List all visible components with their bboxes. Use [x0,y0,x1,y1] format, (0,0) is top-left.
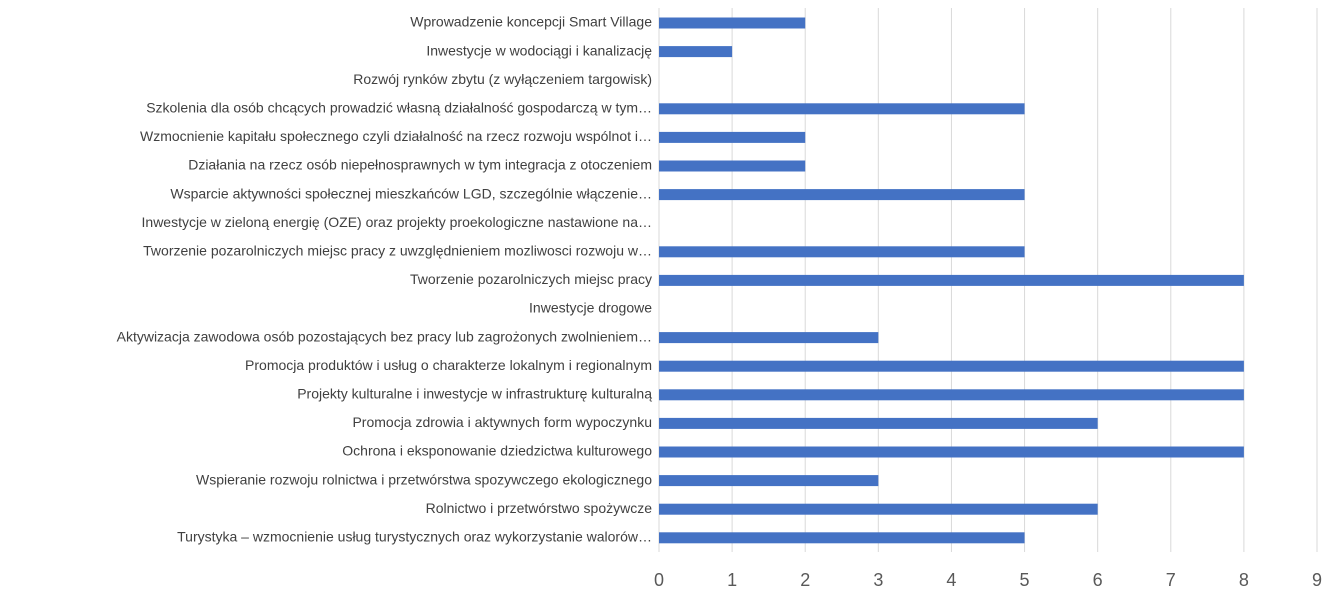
y-tick-label: Inwestycje w wodociągi i kanalizację [426,42,652,58]
y-tick-label: Wsparcie aktywności społecznej mieszkańc… [170,185,652,201]
y-tick-label: Projekty kulturalne i inwestycje w infra… [297,386,652,402]
y-tick-label: Rolnictwo i przetwórstwo spożywcze [426,500,653,516]
y-tick-label: Szkolenia dla osób chcących prowadzić wł… [146,100,652,116]
bar [659,160,806,172]
x-tick-label: 2 [800,570,810,590]
x-tick-label: 4 [946,570,956,590]
bar [659,360,1244,372]
bar [659,46,733,58]
bar [659,532,1025,544]
y-tick-label: Tworzenie pozarolniczych miejsc pracy z … [143,243,652,259]
x-tick-label: 6 [1093,570,1103,590]
bar [659,417,1098,429]
x-tick-label: 8 [1239,570,1249,590]
bar [659,17,806,29]
bar [659,246,1025,258]
y-tick-label: Promocja zdrowia i aktywnych form wypocz… [352,414,652,430]
x-tick-label: 9 [1312,570,1322,590]
bar [659,389,1244,401]
bar [659,189,1025,201]
x-tick-label: 3 [873,570,883,590]
bar [659,446,1244,458]
y-tick-label: Wspieranie rozwoju rolnictwa i przetwórs… [196,471,652,487]
y-tick-label: Aktywizacja zawodowa osób pozostających … [117,328,652,344]
bar [659,103,1025,115]
y-tick-label: Turystyka – wzmocnienie usług turystyczn… [177,529,652,545]
y-tick-label: Promocja produktów i usług o charakterze… [245,357,652,373]
y-tick-label: Inwestycje drogowe [529,300,652,316]
x-tick-label: 5 [1020,570,1030,590]
y-tick-label: Wprowadzenie koncepcji Smart Village [410,14,652,30]
bar [659,503,1098,515]
bar [659,131,806,143]
bar [659,274,1244,286]
x-tick-label: 1 [727,570,737,590]
y-tick-label: Ochrona i eksponowanie dziedzictwa kultu… [342,443,652,459]
x-tick-label: 7 [1166,570,1176,590]
y-tick-label: Wzmocnienie kapitału społecznego czyli d… [140,128,652,144]
x-tick-label: 0 [654,570,664,590]
bar [659,475,879,487]
y-tick-label: Rozwój rynków zbytu (z wyłączeniem targo… [353,71,652,87]
y-tick-label: Inwestycje w zieloną energię (OZE) oraz … [142,214,652,230]
y-tick-label: Tworzenie pozarolniczych miejsc pracy [410,271,652,287]
y-tick-label: Działania na rzecz osób niepełnosprawnyc… [188,157,652,173]
bar [659,332,879,344]
